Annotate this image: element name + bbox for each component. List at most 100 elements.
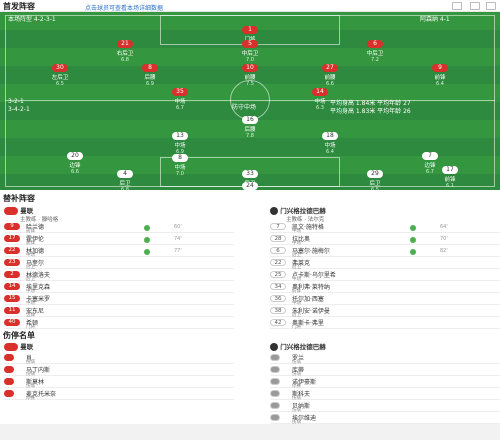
player-position: 后卫: [292, 265, 301, 270]
player-number: 9: [432, 64, 448, 72]
home-formation-label: 本场阵型 4-2-3-1: [8, 16, 56, 23]
row-player-name: 凯文·施特格: [292, 224, 324, 231]
player-number: 13: [172, 132, 188, 140]
injury-row[interactable]: 埃尔维迪 伤病: [270, 413, 500, 425]
player-position: 中场: [292, 301, 301, 306]
bench-row[interactable]: 9 哈兰德 前锋 60': [4, 222, 234, 234]
player-marker[interactable]: 29 后卫 6.5: [345, 170, 405, 190]
row-player-name: 林德洛夫: [26, 272, 51, 279]
injury-row[interactable]: 斯莫林 伤病: [4, 377, 234, 389]
player-rating: 7.0: [246, 57, 254, 63]
bench-row[interactable]: 14 埃里克森 中场: [4, 282, 234, 294]
player-name: 前腰: [324, 75, 336, 81]
player-marker[interactable]: 10 前腰 7.5: [220, 64, 280, 87]
row-player-name: 霍伊伦: [26, 236, 45, 243]
player-marker[interactable]: 27 前腰 6.6: [300, 64, 360, 87]
bench-row[interactable]: 22 弗莱克 后卫: [270, 258, 500, 270]
bench-row[interactable]: 25 卢卡斯·乌尔里希 中场: [270, 270, 500, 282]
bench-row[interactable]: 28 拉比奥 中场 70': [270, 234, 500, 246]
injury-icon: [4, 390, 14, 397]
coach-label: 阿森纳 4-1: [420, 16, 450, 23]
player-number: 33: [242, 170, 258, 178]
injury-row[interactable]: 斯科夫 伤病: [270, 389, 500, 401]
injury-row[interactable]: 诺伊豪斯 停赛: [270, 377, 500, 389]
player-position: 中场: [292, 277, 301, 282]
row-player-name: 拉比奥: [292, 236, 311, 243]
bench-row[interactable]: 36 托尔加·西塞 中场: [270, 294, 500, 306]
player-marker[interactable]: 7 边锋 6.7: [400, 152, 460, 175]
player-marker[interactable]: 21 右后卫 6.8: [95, 40, 155, 63]
injury-row[interactable]: 库蒂 伤病: [270, 365, 500, 377]
lineup-title: 首发阵容: [3, 2, 35, 11]
formation-left: 3-2-1: [8, 98, 24, 105]
player-position: 边锋: [26, 313, 35, 318]
injury-row[interactable]: 肖伤病: [4, 353, 234, 365]
player-marker[interactable]: 5 中后卫 7.0: [220, 40, 280, 63]
pitch: 本场阵型 4-2-3-1 阿森纳 4-1 3-2-1 3-4-2-1 平均身高 …: [0, 12, 500, 190]
player-marker[interactable]: 8 中场 7.0: [150, 154, 210, 177]
player-position: 后卫: [26, 277, 35, 282]
player-marker[interactable]: 18 中场 6.4: [300, 132, 360, 155]
row-player-name: 库蒂: [292, 367, 305, 374]
player-name: 中场: [174, 143, 186, 149]
injury-row[interactable]: 贝纳斯 伤病: [270, 401, 500, 413]
player-position: 中场: [26, 253, 35, 258]
player-marker[interactable]: 6 中后卫 7.2: [345, 40, 405, 63]
bench-row[interactable]: 17 霍伊伦 前锋 74': [4, 234, 234, 246]
bench-row[interactable]: 34 奥利弗·莱特纳 前锋: [270, 282, 500, 294]
player-marker[interactable]: 35 中场 6.7: [150, 88, 210, 111]
player-position: 前锋: [26, 229, 35, 234]
bench-player-number: 34: [270, 283, 286, 290]
player-name: 中场: [174, 99, 186, 105]
bench-row[interactable]: 23 马奎尔 后卫: [4, 258, 234, 270]
player-position: 中场: [292, 229, 301, 234]
sub-in-icon: [144, 249, 150, 255]
player-number: 29: [367, 170, 383, 178]
player-marker[interactable]: 9 前锋 6.4: [410, 64, 470, 87]
center-label: 防守中场: [232, 104, 257, 111]
player-marker[interactable]: 30 左后卫 6.5: [30, 64, 90, 87]
player-number: 6: [367, 40, 383, 48]
player-marker[interactable]: 8 后腰 6.9: [120, 64, 180, 87]
sub-in-icon: [410, 237, 416, 243]
sub-time: 64': [440, 224, 448, 230]
lineup-header: 首发阵容 点击球员可查看本场详细数据: [0, 0, 500, 12]
player-marker[interactable]: 17 前锋 6.1: [420, 166, 480, 189]
fullscreen-icon[interactable]: [470, 2, 480, 10]
row-player-name: 弗莱克: [292, 260, 311, 267]
player-marker[interactable]: 24门将6.2: [220, 182, 280, 190]
bench-row[interactable]: 7 凯文·施特格 中场 64': [270, 222, 500, 234]
player-name: 中后卫: [366, 51, 384, 57]
sub-in-icon: [144, 225, 150, 231]
player-number: 27: [322, 64, 338, 72]
player-marker[interactable]: 16 后腰 7.8: [220, 116, 280, 139]
player-marker[interactable]: 4 后卫 6.8: [95, 170, 155, 190]
player-marker[interactable]: 20 边锋 6.6: [45, 152, 105, 175]
injury-reason: 停赛: [292, 384, 301, 389]
injury-row[interactable]: 马丁内斯 伤病: [4, 365, 234, 377]
bench-row[interactable]: 40 希顿 门将: [4, 318, 234, 330]
bench-row[interactable]: 22 林加德 中场 77': [4, 246, 234, 258]
bench-row[interactable]: 2 林德洛夫 后卫: [4, 270, 234, 282]
bench-away-header: 门兴格拉德巴赫: [270, 205, 326, 216]
bench-player-number: 17: [4, 235, 20, 242]
bench-row[interactable]: 6 马塞尔·施梅尔 后卫 82': [270, 246, 500, 258]
player-number: 17: [442, 166, 458, 174]
player-number: 18: [322, 132, 338, 140]
bench-row[interactable]: 15 卡塞米罗 中场: [4, 294, 234, 306]
injury-row[interactable]: 罗兰 伤病: [270, 353, 500, 365]
settings-icon[interactable]: [486, 2, 496, 10]
player-name: 左后卫: [51, 75, 69, 81]
player-rating: 6.5: [56, 81, 64, 87]
bench-row[interactable]: 42 奥斯卡·弗里 门将: [270, 318, 500, 330]
bench-row[interactable]: 38 朱利安·诺伊曼 后卫: [270, 306, 500, 318]
player-name: 前锋: [434, 75, 446, 81]
injury-row[interactable]: 麦克托米奈 停赛: [4, 389, 234, 401]
player-rating: 6.1: [446, 183, 454, 189]
bench-title: 替补阵容: [3, 194, 35, 203]
player-marker[interactable]: 14 中场 6.3: [290, 88, 350, 111]
injury-reason: 伤病: [26, 384, 35, 389]
bench-row[interactable]: 11 安东尼 边锋: [4, 306, 234, 318]
share-icon[interactable]: [452, 2, 462, 10]
player-marker[interactable]: 13 中场 6.9: [150, 132, 210, 155]
